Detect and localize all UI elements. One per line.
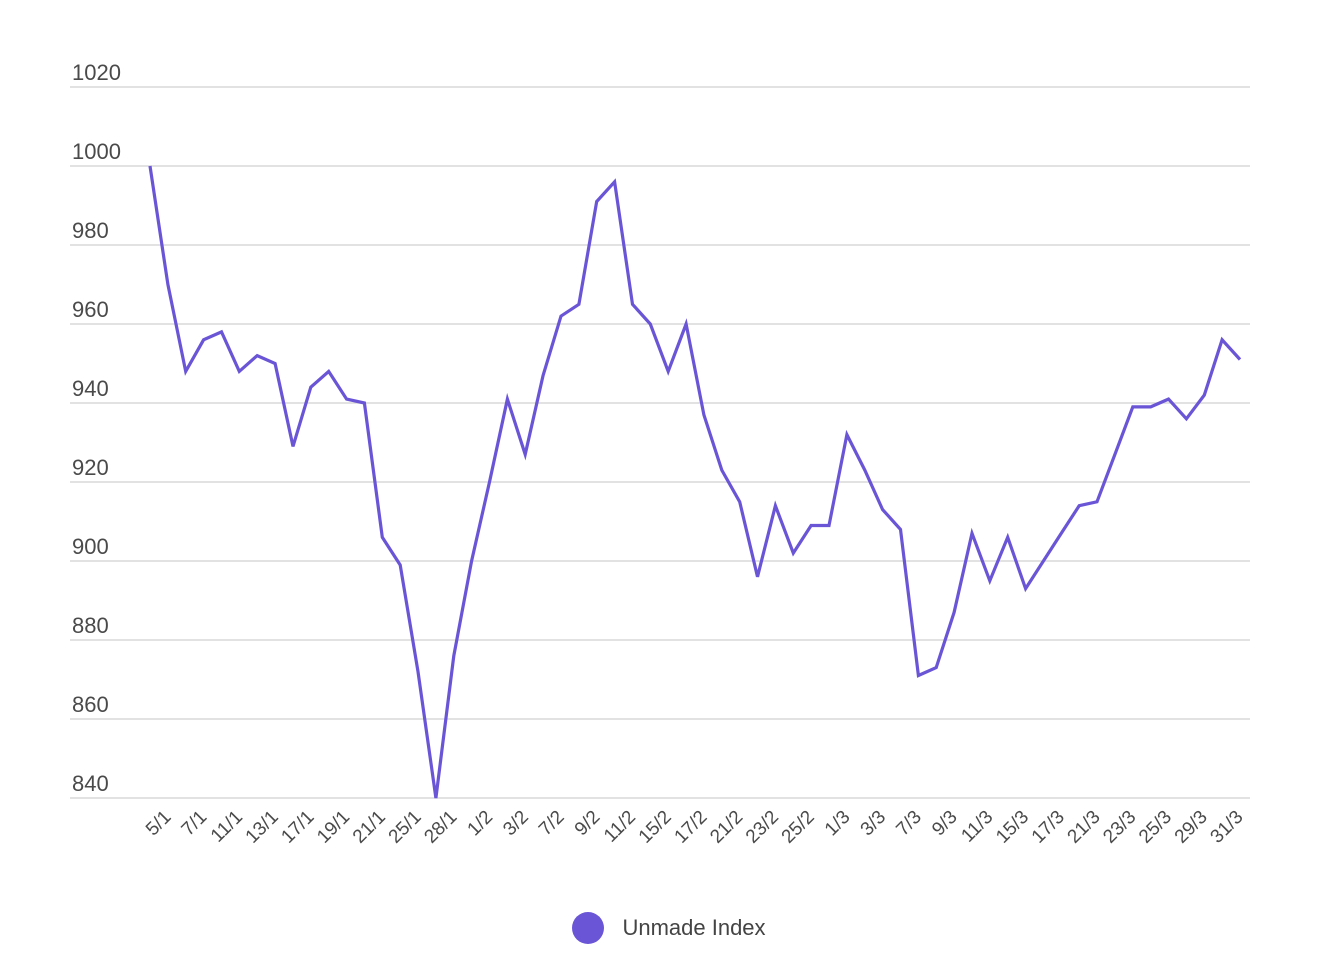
x-tick-label: 21/1 [349,807,390,848]
x-tick-label: 5/1 [142,807,176,841]
x-tick-label: 28/1 [420,807,461,848]
y-tick-label: 980 [72,218,109,243]
x-tick-label: 11/2 [600,807,640,847]
y-tick-label: 940 [72,376,109,401]
x-tick-label: 13/1 [242,807,283,848]
x-tick-label: 7/3 [892,807,926,841]
x-tick-label: 3/2 [499,807,533,841]
series-layer [148,165,1242,799]
x-tick-label: 19/1 [313,807,354,848]
x-tick-label: 17/3 [1028,807,1069,848]
x-tick-label: 21/3 [1064,807,1105,848]
x-tick-label: 21/2 [706,807,747,848]
x-tick-label: 17/2 [671,807,712,848]
gridlines [70,86,1250,799]
y-tick-label: 960 [72,297,109,322]
x-tick-label: 23/2 [742,807,783,848]
x-tick-label: 11/1 [207,807,247,847]
x-tick-label: 31/3 [1207,807,1248,848]
x-tick-label: 17/1 [277,807,318,848]
x-tick-label: 3/3 [857,807,891,841]
x-tick-label: 15/2 [635,807,676,848]
y-tick-label: 860 [72,692,109,717]
x-tick-label: 23/3 [1099,807,1140,848]
y-tick-label: 880 [72,613,109,638]
legend-label: Unmade Index [622,915,766,940]
x-tick-label: 9/2 [571,807,605,841]
x-tick-label: 9/3 [928,807,962,841]
x-tick-label: 15/3 [992,807,1033,848]
x-tick-label: 25/1 [385,807,426,848]
x-tick-label: 11/3 [957,807,997,847]
y-tick-label: 1000 [72,139,121,164]
legend-marker-icon [572,912,605,944]
y-tick-label: 1020 [72,60,121,85]
y-tick-label: 900 [72,534,109,559]
legend: Unmade Index [0,912,1338,944]
y-tick-label: 920 [72,455,109,480]
x-tick-label: 7/2 [535,807,569,841]
x-axis-ticks: 5/1 7/111/113/117/119/121/125/128/1 1/2 3/2… [142,807,1248,848]
x-tick-label: 7/1 [178,807,212,841]
y-axis-ticks: 840 860 880 900 920 940 960 980 1000 1020 [72,60,121,796]
x-tick-label: 1/2 [464,807,498,841]
x-tick-label: 25/3 [1135,807,1176,848]
series-line-unmade-index [148,165,1242,799]
x-tick-label: 1/3 [821,807,855,841]
y-tick-label: 840 [72,771,109,796]
x-tick-label: 25/2 [778,807,819,848]
x-tick-label: 29/3 [1171,807,1212,848]
